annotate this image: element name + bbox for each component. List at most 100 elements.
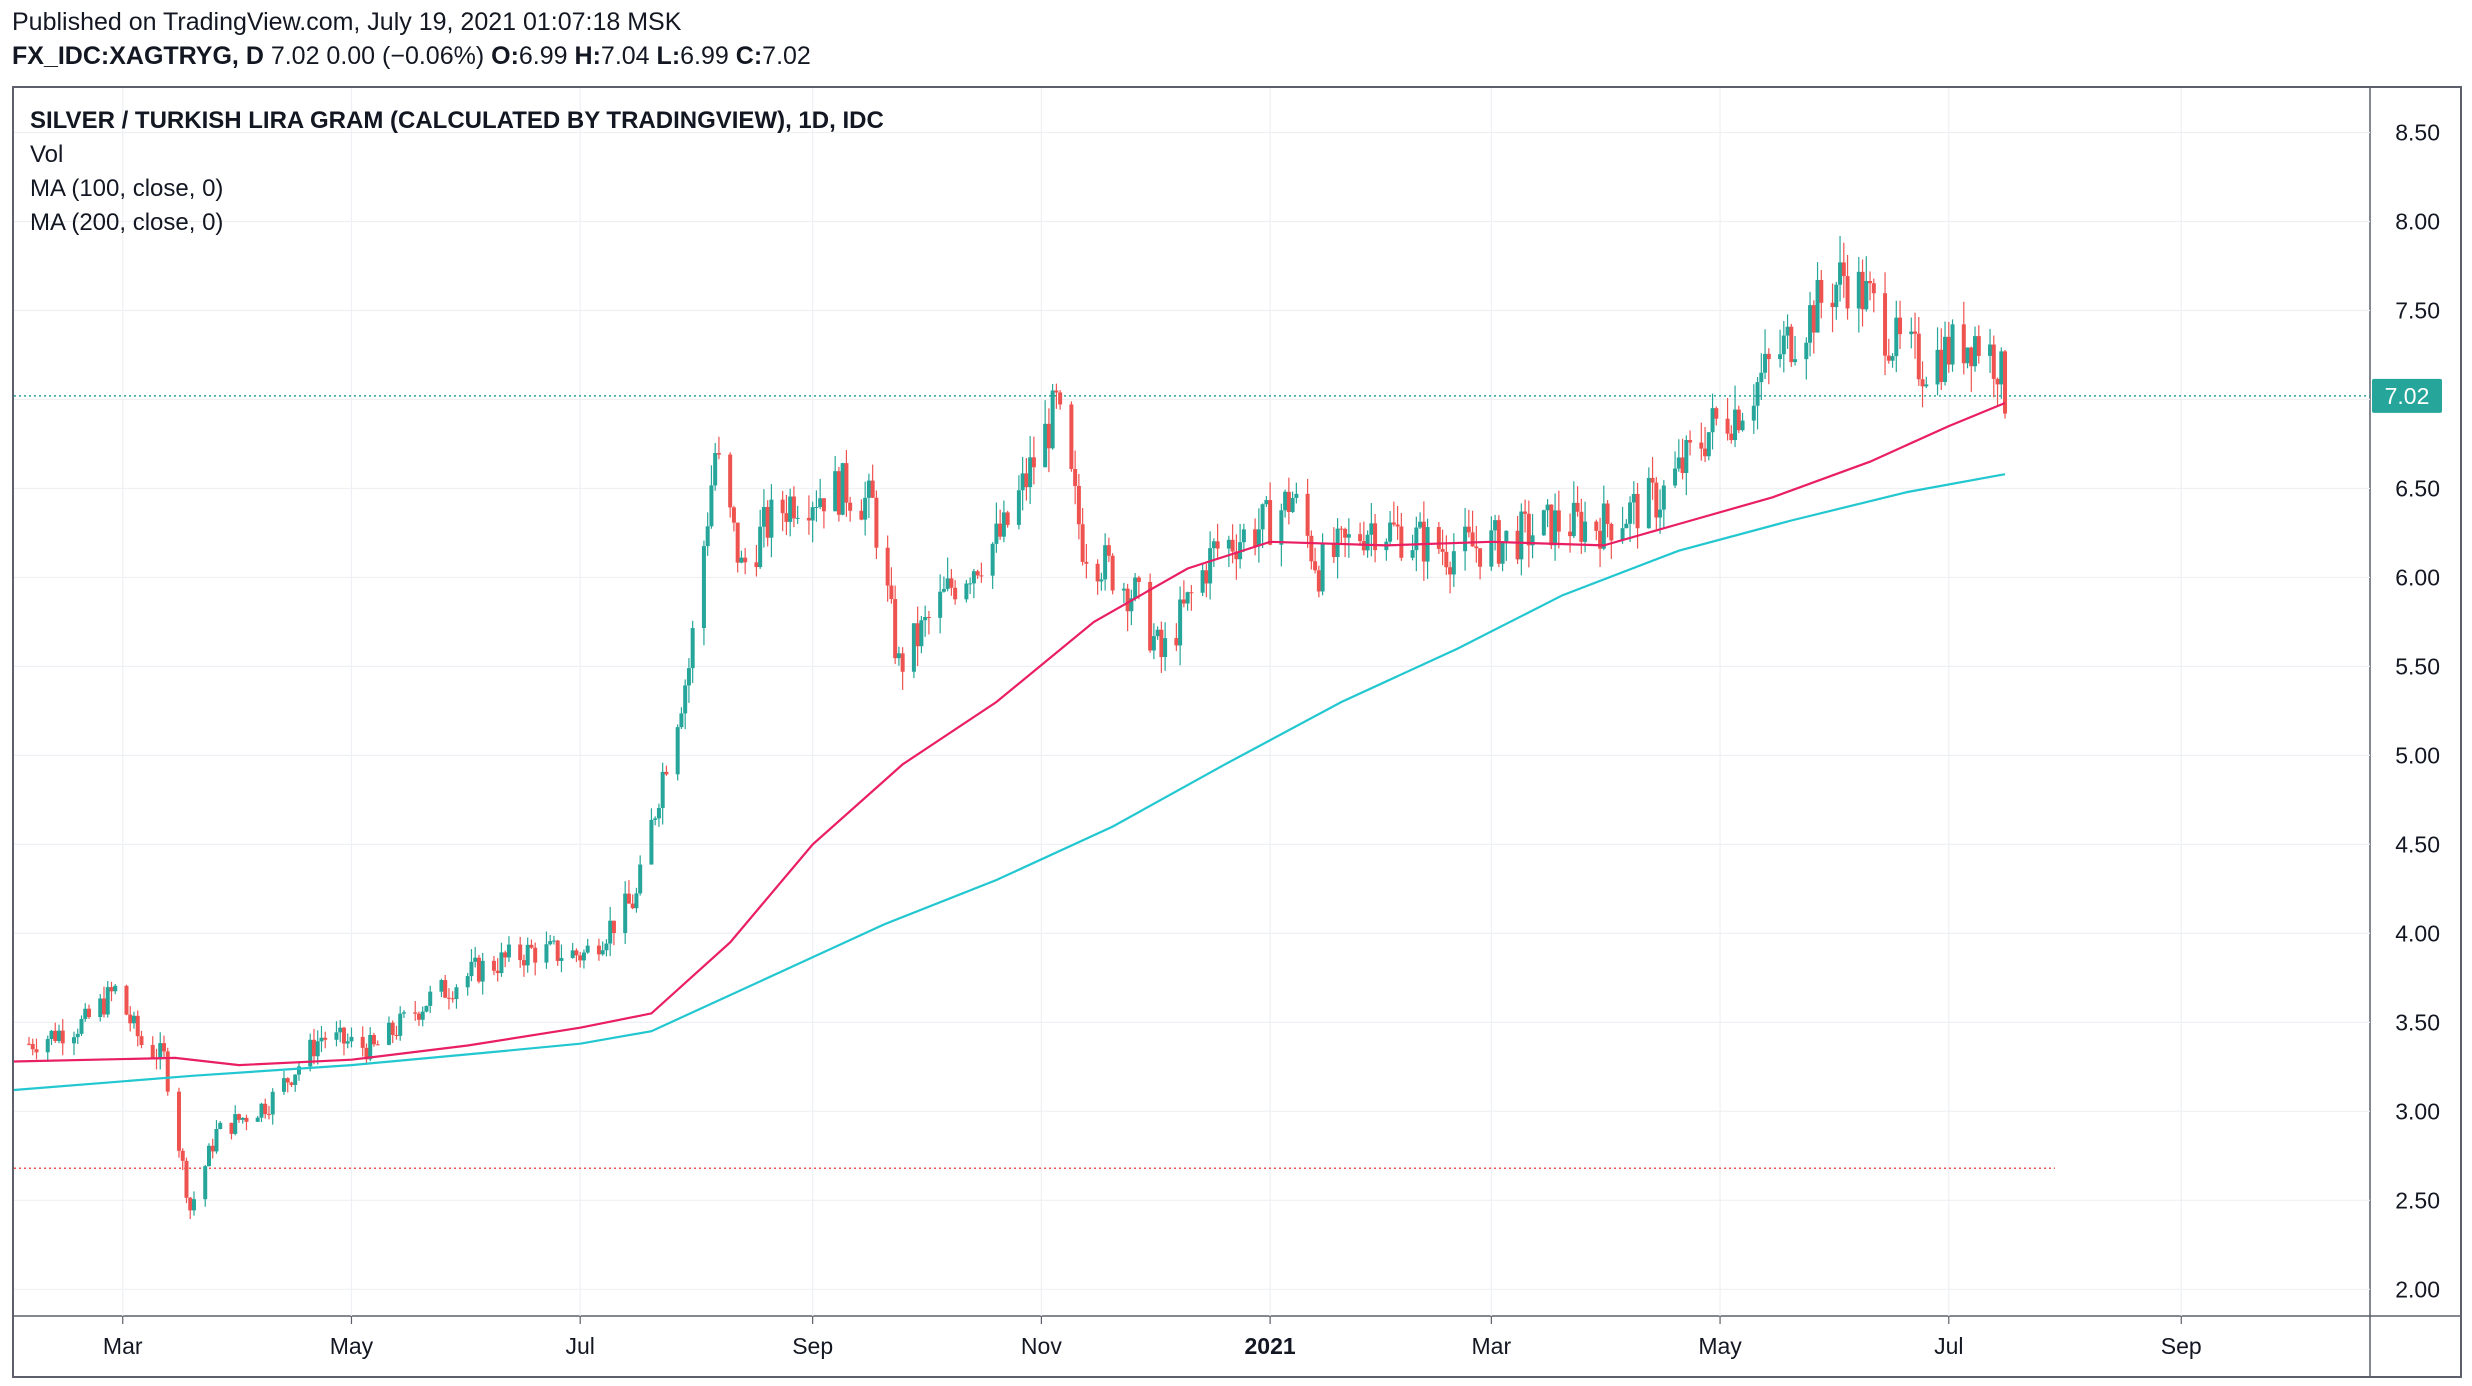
candle-body [1946,336,1951,365]
candle [1410,534,1415,561]
candle [1898,300,1903,349]
candle-body [953,587,958,600]
candle [233,1105,238,1136]
candle [1631,481,1636,525]
candle [1635,482,1640,549]
candle [79,1015,84,1036]
candle-body [1478,548,1483,567]
candle-body [1920,379,1925,387]
candle-body [1181,599,1186,604]
candle [716,436,721,460]
candle-body [319,1037,324,1042]
candle [893,585,898,665]
candle [1804,337,1809,380]
candle [30,1038,35,1056]
candle-body [1676,457,1681,469]
candle-body [349,1036,354,1042]
candle-body [1680,457,1685,474]
candle-body [596,945,601,955]
candle [578,952,583,968]
candle [349,1027,354,1048]
candle [210,1138,215,1159]
candle [1913,312,1918,359]
low-label: L: [656,42,681,70]
y-tick-label: 5.50 [2395,653,2440,679]
candle [596,938,601,961]
candle-body [1894,317,1899,357]
candle-body [206,1145,211,1167]
candle-body [499,952,504,974]
candle-body [1436,527,1441,549]
candle-body [1785,326,1790,336]
candle [1594,519,1599,541]
candle-body [1688,440,1693,443]
candle-body [1553,510,1558,546]
candle-body [911,623,916,672]
candle [113,984,118,995]
candle-body [679,713,684,728]
candle-body [1624,523,1629,529]
x-tick-label: Sep [792,1333,833,1359]
candle-body [113,985,118,992]
candle-body [761,507,766,527]
candle-body [420,1011,425,1020]
candle-body [998,523,1003,537]
candle-body [338,1027,343,1033]
candle [2003,349,2008,419]
candle [998,509,1003,540]
candle-body [109,987,114,992]
candle-body [26,1043,31,1045]
candle-body [1684,440,1689,474]
candle-body [1631,493,1636,503]
candle [1838,235,1843,302]
candle-body [1545,504,1550,511]
candle [1650,457,1655,500]
candle-body [79,1018,84,1034]
candle-body [1493,520,1498,531]
candle [675,724,680,781]
candle-body [1099,579,1104,582]
candle [761,489,766,548]
open-value: 6.99 [518,42,568,70]
candle [1106,537,1111,563]
candle-body [1256,529,1261,547]
candle [1163,622,1168,671]
candle-body [244,1117,249,1122]
candle-body [1020,473,1025,491]
candle-body [428,991,433,1006]
candle-body [1346,534,1351,538]
candle [101,986,106,1018]
candle-body [529,944,534,948]
candle [1785,314,1790,349]
candle-body [611,920,616,934]
candle [424,1005,429,1013]
candle-body [1046,423,1051,449]
candle-body [638,864,643,894]
y-tick-label: 5.00 [2395,742,2440,768]
candle-body [1129,598,1134,612]
candle [124,984,129,1016]
candle-body [1253,529,1258,547]
candle [319,1025,324,1053]
candle-body [214,1128,219,1152]
candle [263,1098,268,1119]
candle [1489,516,1494,571]
candle [709,465,714,529]
candle [506,936,511,963]
candle [1260,503,1265,549]
candle [1264,496,1269,507]
candle-body [71,1037,76,1044]
candle [679,707,684,730]
y-tick-label: 6.50 [2395,475,2440,501]
candle-body [818,498,823,507]
candle [1504,530,1509,561]
candle-body [728,454,733,508]
candle-body [1399,526,1404,558]
candle [1069,401,1074,472]
candle-body [1448,567,1453,575]
candle [1976,325,1981,364]
candle-body [656,808,661,819]
candle [308,1033,313,1072]
ma100-line [13,401,2006,1067]
